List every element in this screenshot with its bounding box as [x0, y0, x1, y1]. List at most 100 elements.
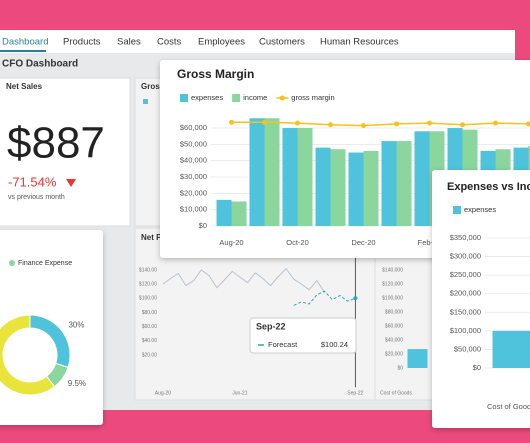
point	[229, 119, 234, 125]
bar	[396, 141, 412, 226]
x-tick-label: Cost of Goods	[380, 390, 412, 396]
cost-chart: $0 $20,000 $40,000 $60,000 $80,000 $100,000 $1…	[380, 267, 428, 396]
tooltip-title: Sep-22	[256, 321, 286, 331]
tooltip-label: Forecast	[268, 340, 298, 349]
y-tick-label: $200,000	[450, 289, 481, 298]
x-tick-label: Oct-20	[286, 238, 309, 247]
point	[394, 121, 399, 127]
card-title: Net Sales	[6, 82, 43, 91]
nav-tab[interactable]: Costs	[157, 37, 182, 48]
legend-dot	[279, 95, 285, 101]
kpi-change: -71.54%	[8, 174, 57, 189]
y-tick-label: $300,000	[450, 252, 481, 261]
page-title: CFO Dashboard	[2, 59, 78, 70]
y-tick-label: $140.00	[139, 267, 157, 273]
y-tick-label: $80,000	[385, 309, 403, 315]
y-tick-label: $100,000	[382, 295, 403, 301]
legend-dot	[9, 260, 15, 266]
point	[493, 120, 498, 126]
point	[262, 119, 267, 125]
x-tick-label: Aug-20	[219, 238, 243, 247]
bar	[297, 128, 313, 226]
y-tick-label: $50,000	[180, 139, 207, 148]
legend-swatch	[453, 206, 461, 214]
nav: Dashboard Products Sales Costs Employees…	[0, 37, 399, 52]
down-arrow	[66, 179, 76, 187]
nav-tab[interactable]: Human Resources	[320, 37, 399, 48]
legend-swatch	[180, 94, 188, 102]
tooltip	[249, 317, 357, 354]
x-tick-label: Cost of Goods Sold	[487, 402, 530, 411]
active-tab-underline	[0, 50, 46, 52]
point	[353, 296, 358, 301]
bar	[315, 147, 331, 226]
tooltip-value: $100.24	[321, 340, 348, 349]
x-tick-label: Aug-20	[155, 390, 171, 396]
y-tick-label: $120,000	[382, 281, 403, 287]
y-tick-label: $80.00	[142, 310, 158, 316]
nav-tab[interactable]: Dashboard	[2, 37, 48, 48]
nav-tab[interactable]: Sales	[117, 37, 141, 48]
x-tick-label: Jun-21	[232, 390, 248, 396]
y-tick-label: $100,000	[450, 326, 481, 335]
y-tick-label: $0	[473, 363, 481, 372]
card-title: Expenses vs Income	[447, 181, 530, 193]
bar	[330, 149, 346, 226]
bar	[216, 199, 232, 226]
expenses-chart: $0 $50,000 $100,000 $150,000 $200,000 $250,00…	[450, 205, 530, 411]
y-tick-label: $140,000	[382, 267, 403, 273]
donut-segment	[0, 314, 56, 396]
kpi-caption: vs previous month	[8, 194, 65, 201]
y-tick-label: $60.00	[142, 324, 158, 330]
kpi-value: $887	[7, 119, 105, 168]
y-tick-label: $20,000	[385, 351, 403, 357]
x-tick-label: Dec-20	[351, 238, 375, 247]
legend-label: gross margin	[291, 93, 334, 102]
net-sales-card	[0, 77, 131, 227]
legend-label: expenses	[191, 93, 223, 102]
y-tick-label: $30,000	[180, 172, 207, 181]
nav-tab[interactable]: Products	[63, 37, 101, 48]
y-tick-label: $100.00	[139, 296, 157, 302]
card-title: Net Profit	[141, 233, 177, 242]
y-tick-label: $250,000	[450, 270, 481, 279]
bar	[249, 118, 265, 226]
data-label: 9.5%	[68, 379, 86, 388]
point	[526, 121, 530, 127]
bar	[282, 128, 298, 226]
y-tick-label: $50,000	[454, 344, 481, 353]
x-tick-label: Feb-21	[418, 238, 442, 247]
nav-tab[interactable]: Customers	[259, 37, 305, 48]
line	[162, 267, 326, 293]
y-tick-label: $350,000	[450, 233, 481, 242]
bar	[381, 141, 397, 226]
y-tick-label: $40,000	[180, 156, 207, 165]
x-tick-label: Sep-22	[347, 390, 363, 396]
y-tick-label: $0	[199, 221, 207, 230]
bar	[348, 152, 364, 226]
y-tick-label: $20,000	[180, 188, 207, 197]
legend-swatch	[143, 99, 148, 104]
bar	[407, 349, 428, 368]
legend-label: expenses	[464, 205, 496, 214]
point	[328, 122, 333, 128]
y-tick-label: $40.00	[142, 338, 158, 344]
y-tick-label: $0	[397, 365, 403, 371]
line	[293, 290, 356, 306]
bar	[363, 150, 379, 226]
y-tick-label: $60,000	[385, 323, 403, 329]
point	[460, 122, 465, 128]
legend-label: income	[243, 93, 267, 102]
bar	[231, 201, 247, 226]
y-tick-label: $10,000	[180, 205, 207, 214]
y-tick-label: $120.00	[139, 281, 157, 287]
point	[427, 120, 432, 126]
donut-chart: 30% 9.5% Finance Expense	[0, 260, 86, 396]
legend-label: Finance Expense	[18, 260, 72, 267]
nav-tab[interactable]: Employees	[198, 37, 245, 48]
bar	[492, 330, 530, 368]
y-tick-label: $150,000	[450, 307, 481, 316]
point	[295, 120, 300, 126]
